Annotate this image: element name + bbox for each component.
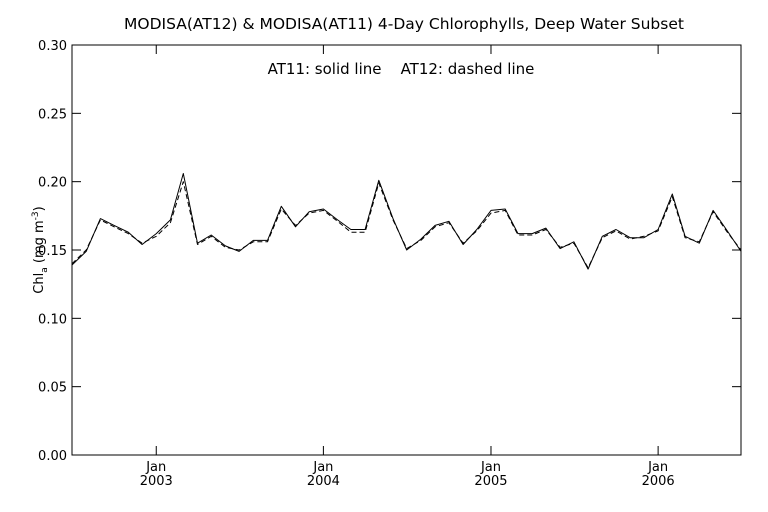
y-axis-label: Chla (mg m-3) [31,206,50,293]
series-line-at11 [71,173,742,270]
x-tick-label-month: Jan [647,460,668,475]
y-tick-label: 0.00 [38,449,67,464]
x-tick-label-year: 2003 [140,474,173,489]
y-label-main: Chl [32,273,47,294]
y-tick-label: 0.25 [38,107,67,122]
y-axis: 0.00 0.05 0.10 0.15 0.20 0.25 0.30 [38,39,741,464]
x-tick-label-year: 2005 [474,474,507,489]
x-tick-label-year: 2006 [642,474,675,489]
x-tick-label-month: Jan [312,460,333,475]
y-tick-label: 0.05 [38,381,67,396]
y-label-close: ) [32,206,47,211]
chart-annotation: AT11: solid line AT12: dashed line [268,60,535,78]
chart-title: MODISA(AT12) & MODISA(AT11) 4-Day Chloro… [124,15,684,33]
y-label-units: (mg m [32,220,47,267]
series-layer [71,173,742,270]
x-tick-label-month: Jan [145,460,166,475]
y-tick-label: 0.30 [38,39,67,54]
x-tick-label-year: 2004 [307,474,340,489]
y-label-subscript: a [40,267,50,273]
y-tick-label: 0.15 [38,244,67,259]
y-label-superscript: -3 [31,211,41,220]
y-tick-label: 0.20 [38,176,67,191]
y-tick-label: 0.10 [38,312,67,327]
x-tick-label-month: Jan [480,460,501,475]
series-line-at12 [71,181,742,269]
